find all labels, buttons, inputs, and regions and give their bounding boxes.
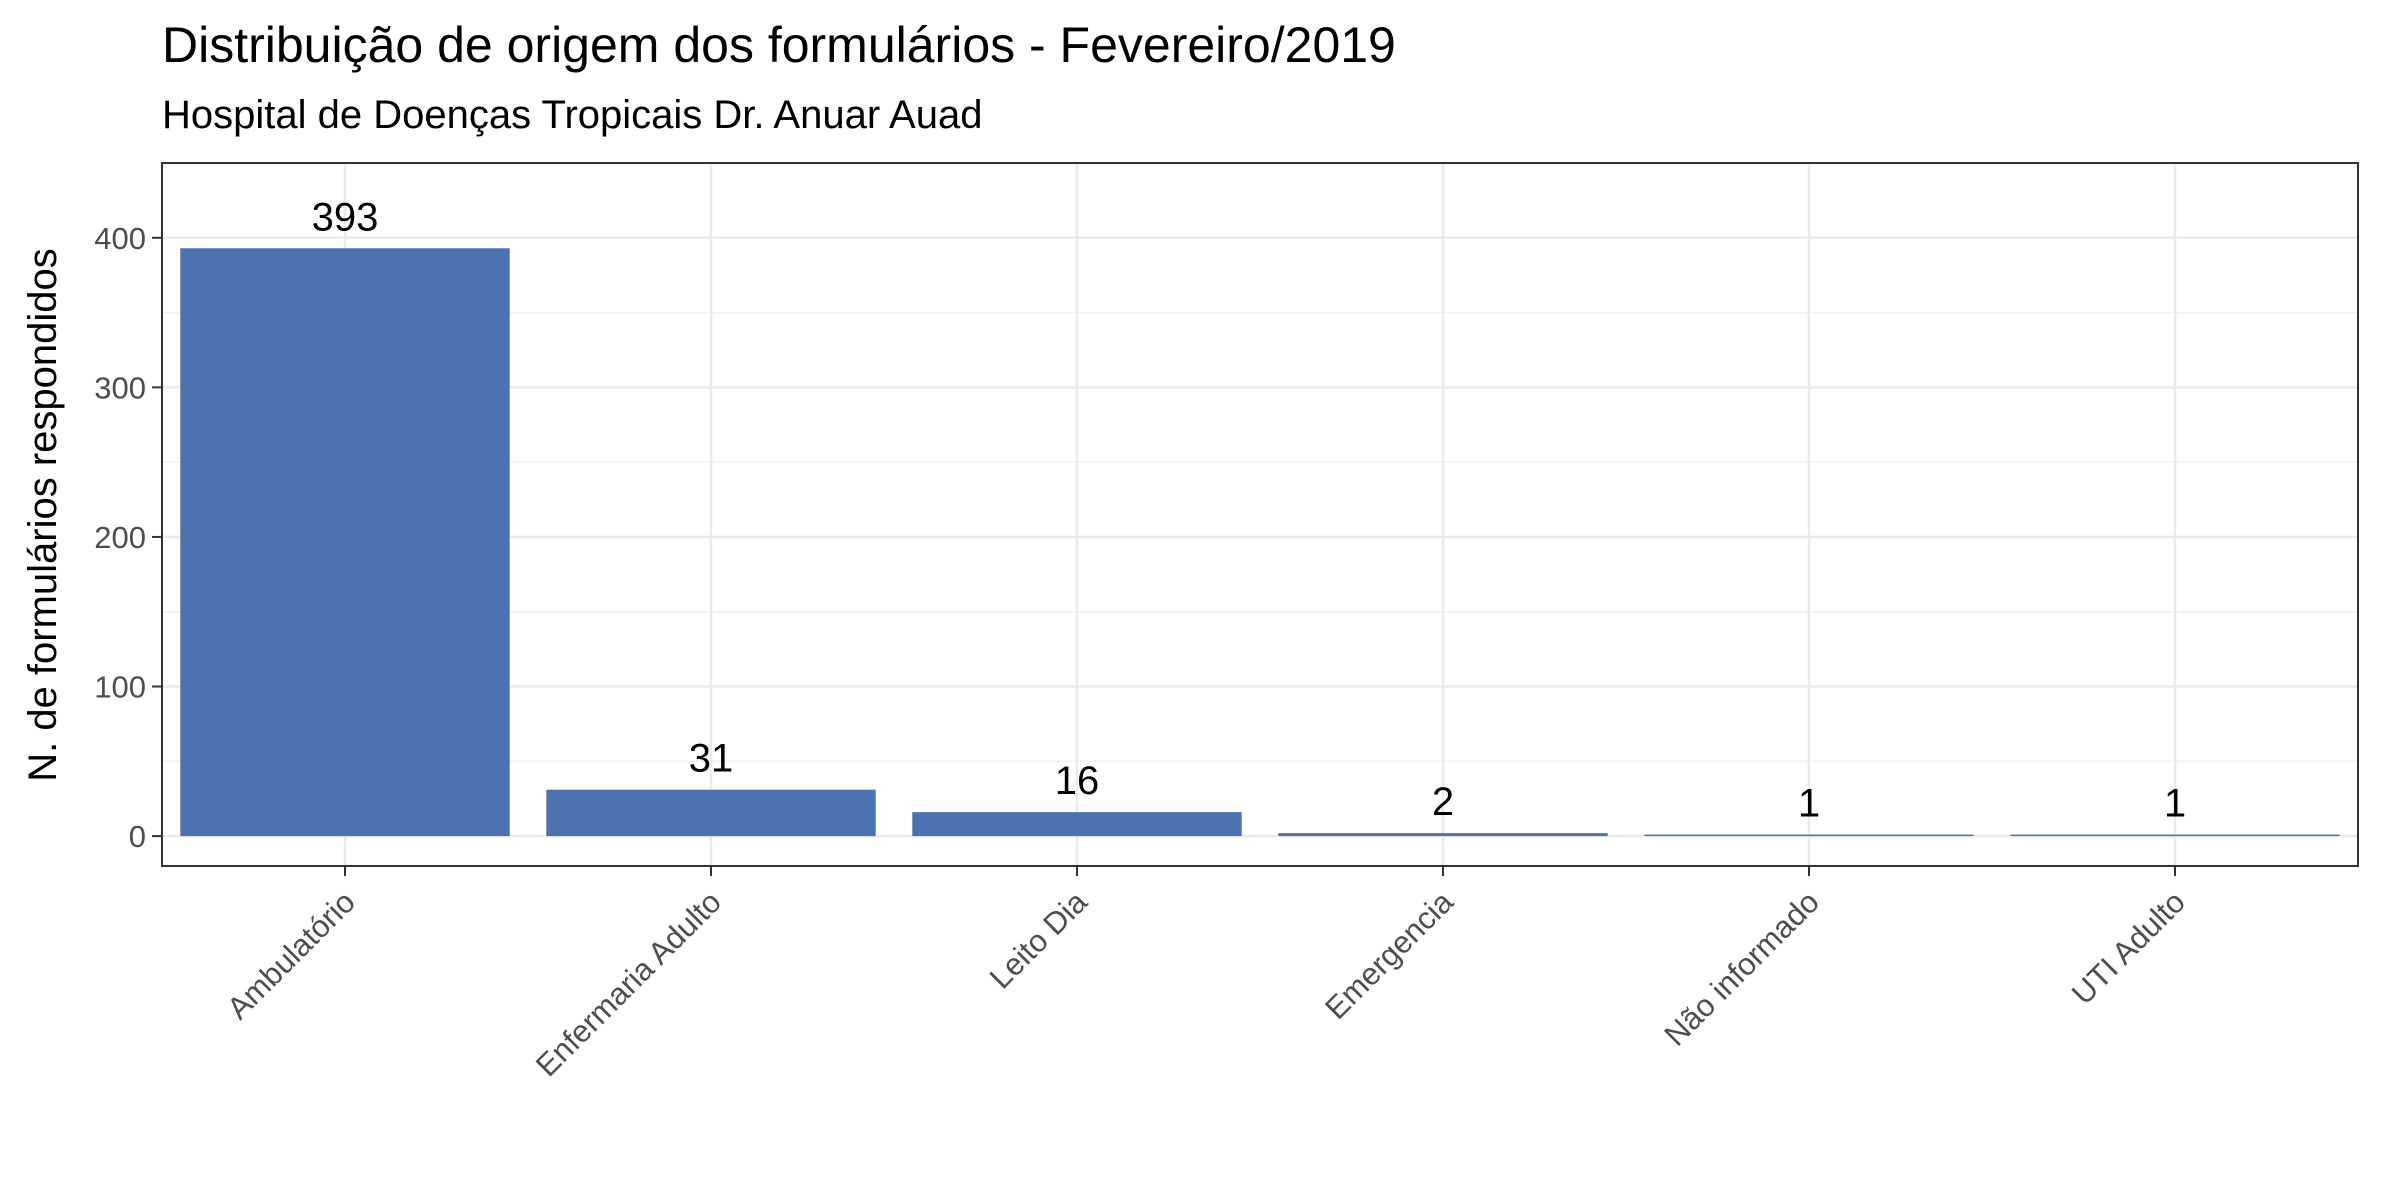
bar-5 [1644,834,1974,837]
bar-1 [180,248,510,837]
y-tick-label: 400 [94,221,146,256]
data-label-3: 16 [1055,759,1100,803]
x-tick-label: Ambulatório [220,884,362,1026]
data-label-5: 1 [1798,782,1820,826]
x-tick-label: Não informado [1657,884,1826,1053]
bar-2 [546,789,876,837]
chart-subtitle: Hospital de Doenças Tropicais Dr. Anuar … [162,93,982,137]
major-gridlines [162,163,2358,866]
data-label-2: 31 [689,737,734,781]
chart-title: Distribuição de origem dos formulários -… [162,17,1396,73]
minor-gridlines [162,311,2358,763]
y-tick-label: 100 [94,670,146,705]
data-label-4: 2 [1432,780,1454,824]
bar-6 [2010,834,2340,837]
y-tick-label: 200 [94,520,146,555]
x-tick-label: Enfermaria Adulto [529,884,728,1083]
x-axis: Ambulatório Enfermaria Adulto Leito Dia Eme… [220,866,2192,1083]
bars [180,248,2340,837]
bar-3 [912,812,1242,837]
x-tick-label: Emergencia [1318,884,1460,1026]
x-tick-label: UTI Adulto [2065,884,2192,1011]
plot-panel-border [161,162,2359,867]
y-axis: 0 100 200 300 400 [94,221,162,854]
y-tick-label: 0 [129,819,146,854]
data-labels: 393 31 16 2 1 1 [312,195,2187,825]
data-label-6: 1 [2164,782,2186,826]
bar-4 [1278,833,1608,837]
y-tick-label: 300 [94,370,146,405]
data-label-1: 393 [312,195,379,239]
y-axis-label: N. de formulários respondidos [21,248,65,782]
x-tick-label: Leito Dia [983,884,1095,996]
